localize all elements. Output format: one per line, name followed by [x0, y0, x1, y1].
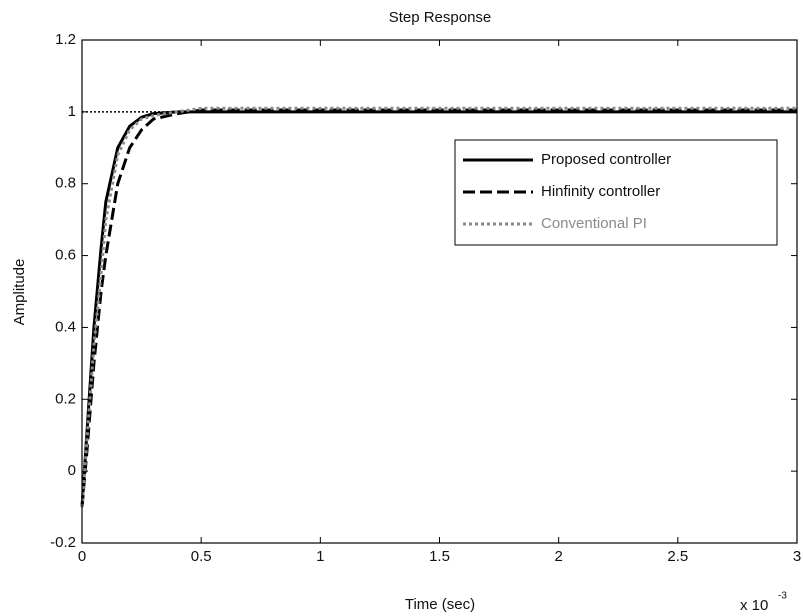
legend-label: Proposed controller	[541, 151, 671, 168]
y-tick-label: 1	[68, 103, 76, 120]
y-tick-label: 0.4	[55, 318, 76, 335]
x-scale-exponent: -3	[778, 591, 787, 602]
y-tick-label: 0.6	[55, 247, 76, 264]
series-line	[80, 110, 797, 508]
series-line	[80, 108, 797, 508]
y-tick-label: 0.8	[55, 175, 76, 192]
series-line	[80, 106, 797, 508]
y-tick-label: 1.2	[55, 31, 76, 48]
x-scale-label: x 10	[740, 597, 768, 614]
y-axis-label: Amplitude	[11, 259, 28, 326]
plot-frame	[81, 39, 798, 544]
legend-label: Hinfinity controller	[541, 183, 660, 200]
x-tick-label: 2.5	[667, 548, 688, 565]
x-tick-label: 0	[78, 548, 86, 565]
x-tick-label: 1	[316, 548, 324, 565]
y-tick-label: -0.2	[50, 534, 76, 551]
x-tick-label: 1.5	[429, 548, 450, 565]
x-tick-label: 2	[554, 548, 562, 565]
chart-title: Step Response	[389, 9, 492, 26]
x-tick-label: 3	[793, 548, 801, 565]
y-tick-label: 0.2	[55, 390, 76, 407]
legend-label: Conventional PI	[541, 215, 647, 232]
x-axis-label: Time (sec)	[405, 596, 475, 613]
x-tick-label: 0.5	[191, 548, 212, 565]
y-tick-label: 0	[68, 462, 76, 479]
